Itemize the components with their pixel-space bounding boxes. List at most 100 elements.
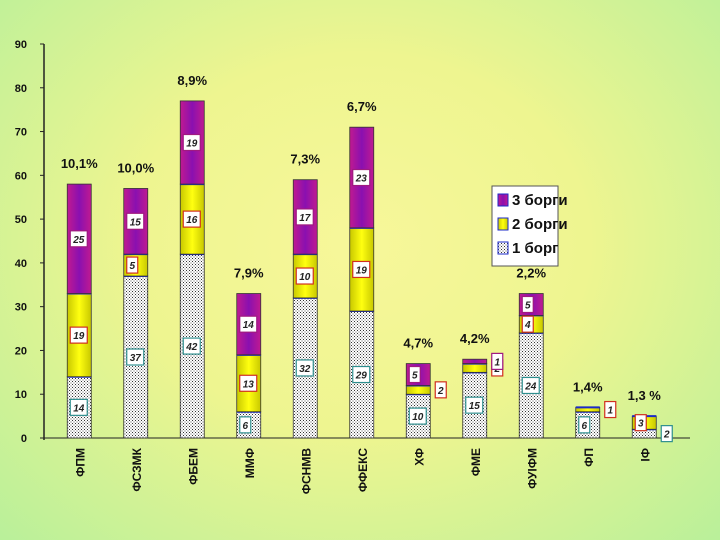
value-label: 29: [355, 371, 368, 382]
value-label-box: [352, 168, 371, 187]
y-tick-label: 40: [15, 258, 27, 270]
value-label-box: [578, 416, 591, 434]
x-tick-label: ФПМ: [73, 448, 87, 477]
value-label-box: [126, 212, 145, 230]
value-label: 14: [73, 403, 85, 414]
legend-label: 3 борги: [512, 192, 568, 209]
value-label: 24: [524, 381, 537, 392]
y-tick-label: 20: [15, 345, 27, 357]
value-label-box: [434, 381, 447, 399]
value-label-box: [604, 400, 617, 419]
value-label: 19: [186, 139, 198, 150]
x-tick-label: ФУІФМ: [525, 448, 539, 489]
value-label: 5: [129, 261, 135, 272]
value-label: 19: [73, 331, 85, 342]
axes: 0 10 20 30 40 50 60 70 80 90 ФПМ ФСЗМК ФБЕМ ММФ ФСНМВ Ф…: [15, 39, 690, 494]
value-label-box: [239, 315, 258, 333]
value-label: 3: [638, 419, 644, 430]
value-label: 6: [581, 421, 587, 432]
percent-label: 7,9%: [234, 266, 264, 281]
value-label: 4: [524, 320, 531, 331]
value-label-box: [634, 414, 647, 432]
y-tick-label: 30: [15, 302, 27, 314]
percent-label: 10,0%: [117, 160, 154, 175]
bar-segment: [462, 363, 488, 373]
y-tick-label: 70: [15, 127, 27, 139]
legend-swatch: [497, 193, 509, 207]
percent-label: 10,1%: [61, 156, 98, 171]
value-label-box: [465, 396, 484, 414]
y-tick-label: 50: [15, 214, 27, 226]
value-label-box: [239, 416, 252, 434]
legend-swatch: [497, 241, 509, 255]
value-label: 15: [130, 217, 142, 228]
bar-segment: [462, 358, 488, 364]
percent-label: 1,3 %: [628, 388, 662, 403]
value-label: 32: [299, 364, 311, 375]
value-label-box: [69, 326, 88, 344]
y-tick-label: 90: [15, 39, 27, 51]
y-tick-label: 60: [15, 170, 27, 182]
value-label-box: [69, 398, 88, 416]
value-label: 14: [243, 320, 255, 331]
value-label-box: [182, 210, 201, 228]
y-tick-label: 10: [15, 389, 27, 401]
value-label: 10: [412, 412, 424, 423]
legend-label: 2 борги: [512, 216, 568, 233]
value-label: 10: [299, 272, 311, 283]
percent-label: 4,2%: [460, 331, 490, 346]
percent-label: 4,7%: [403, 336, 433, 351]
percent-label: 2,2%: [516, 266, 546, 281]
value-label-box: [491, 352, 504, 370]
x-tick-label: ІФ: [638, 448, 652, 462]
value-label: 25: [72, 235, 85, 246]
value-label: 23: [355, 174, 368, 185]
x-tick-label: ММФ: [243, 448, 257, 478]
value-label: 42: [185, 342, 198, 353]
percent-label: 6,7%: [347, 99, 377, 114]
value-label: 1: [607, 406, 613, 417]
percent-label: 1,4%: [573, 379, 603, 394]
value-label-box: [69, 230, 88, 248]
value-label: 1: [494, 357, 500, 368]
value-label-box: [239, 374, 258, 392]
value-labels: 14192510,1%3751510,0%4216198,9%613147,9%…: [61, 73, 673, 443]
legend-swatch: [497, 217, 509, 231]
x-tick-label: ФП: [582, 448, 596, 467]
value-label: 15: [469, 401, 481, 412]
value-label: 5: [412, 371, 418, 382]
value-label: 37: [130, 353, 142, 364]
value-label: 2: [437, 386, 444, 397]
value-label-box: [521, 376, 540, 395]
value-label-box: [126, 256, 139, 274]
legend-label: 1 борг: [512, 240, 558, 257]
x-tick-label: ФСНМВ: [299, 448, 313, 495]
y-tick-label: 0: [21, 433, 27, 445]
x-tick-label: ФБЕМ: [186, 448, 200, 485]
percent-label: 8,9%: [177, 73, 207, 88]
value-label-box: [660, 425, 673, 443]
value-label-box: [352, 365, 371, 384]
value-label: 13: [243, 379, 255, 390]
value-label-box: [521, 315, 534, 333]
bar-segment: [405, 385, 431, 395]
x-tick-label: ФМЕ: [469, 448, 483, 476]
value-label: 16: [186, 215, 198, 226]
x-tick-label: ФФЕКС: [356, 448, 370, 492]
value-label-box: [352, 260, 371, 279]
value-label-box: [126, 348, 145, 366]
value-label: 17: [299, 213, 311, 224]
value-label-box: [182, 337, 201, 355]
x-tick-label: ХФ: [412, 448, 426, 466]
value-label: 19: [356, 265, 368, 276]
value-label-box: [408, 407, 427, 425]
value-label-box: [295, 359, 314, 377]
y-tick-label: 80: [15, 83, 27, 95]
value-label: 5: [525, 300, 531, 311]
value-label-box: [295, 208, 314, 226]
value-label: 2: [663, 430, 670, 441]
value-label-box: [295, 267, 314, 285]
value-label: 6: [242, 421, 248, 432]
legend: 3 борги 2 борги 1 борг: [491, 185, 568, 267]
